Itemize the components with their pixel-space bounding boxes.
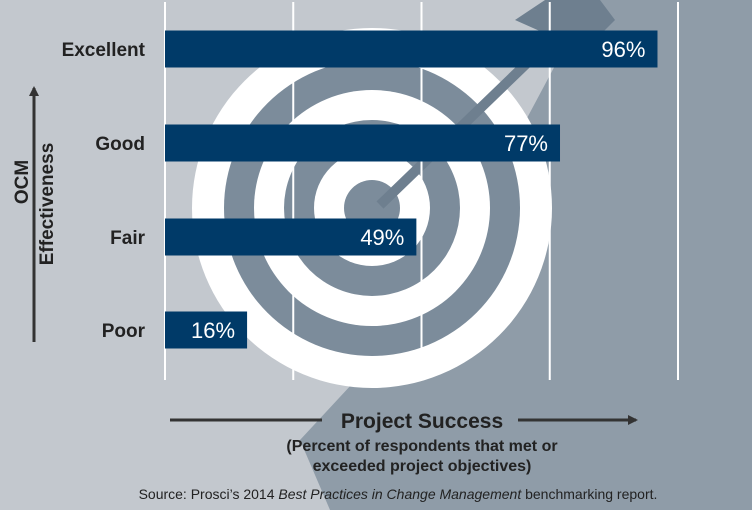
category-label-excellent: Excellent — [62, 40, 146, 61]
source-prefix: Source: Prosci’s 2014 — [139, 486, 279, 502]
x-axis-label: Project Success — [341, 410, 503, 433]
source-note: Source: Prosci’s 2014 Best Practices in … — [139, 486, 658, 502]
bar-excellent — [165, 30, 658, 68]
source-title: Best Practices in Change Management — [278, 486, 522, 502]
category-label-poor: Poor — [102, 321, 146, 342]
data-label-fair: 49% — [360, 225, 404, 250]
bars: 96% 77% 49% 16% — [165, 30, 658, 349]
y-axis-label-line-1: OCM — [12, 160, 33, 204]
category-label-good: Good — [95, 134, 145, 155]
data-label-good: 77% — [504, 131, 548, 156]
x-axis-sublabel-line-2: exceeded project objectives) — [313, 458, 532, 475]
bar-good — [165, 124, 561, 162]
category-label-fair: Fair — [110, 228, 145, 249]
x-axis-sublabel-line-1: (Percent of respondents that met or — [286, 438, 557, 455]
bar-fair — [165, 218, 417, 256]
data-label-poor: 16% — [191, 318, 235, 343]
bar-poor — [165, 311, 248, 349]
category-labels: Excellent Good Fair Poor — [62, 40, 146, 342]
data-label-excellent: 96% — [601, 37, 645, 62]
source-suffix: benchmarking report. — [521, 486, 657, 502]
y-axis-label-line-2: Effectiveness — [37, 143, 58, 266]
